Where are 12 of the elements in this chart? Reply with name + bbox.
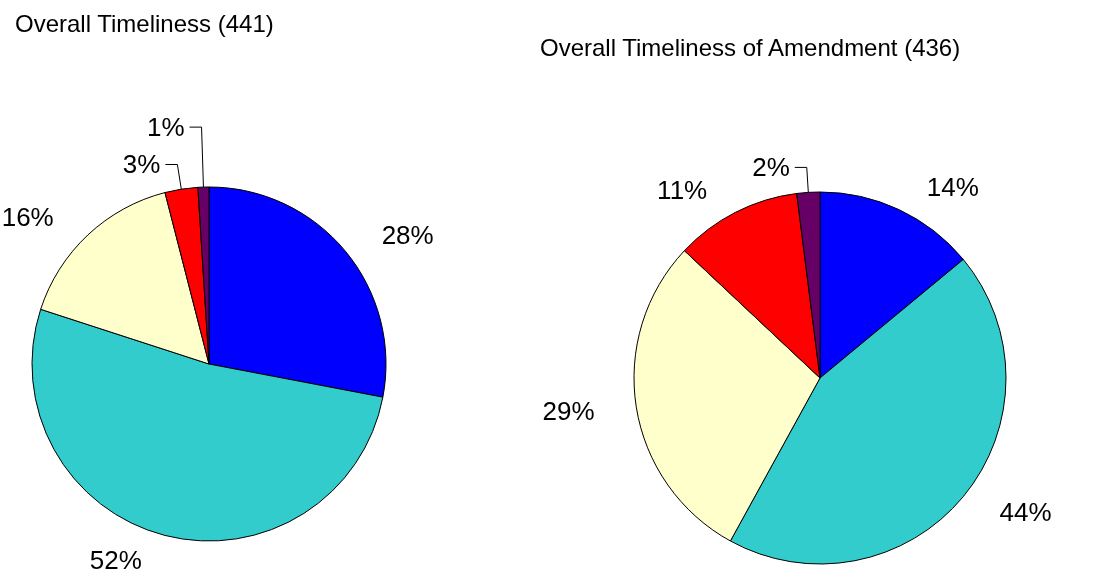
data-label: 11% <box>657 175 708 205</box>
data-label: 3% <box>122 149 161 180</box>
data-label: 52% <box>89 544 142 575</box>
data-label: 2% <box>752 152 790 183</box>
data-label: 1% <box>146 112 185 143</box>
data-label: 28% <box>381 220 434 251</box>
data-label: 44% <box>999 497 1052 528</box>
chart-title: Overall Timeliness (441) <box>15 9 274 37</box>
data-label: 14% <box>926 172 979 203</box>
data-label: 29% <box>542 396 595 427</box>
data-label: 16% <box>1 201 54 232</box>
chart-title: Overall Timeliness of Amendment (436) <box>540 33 961 61</box>
